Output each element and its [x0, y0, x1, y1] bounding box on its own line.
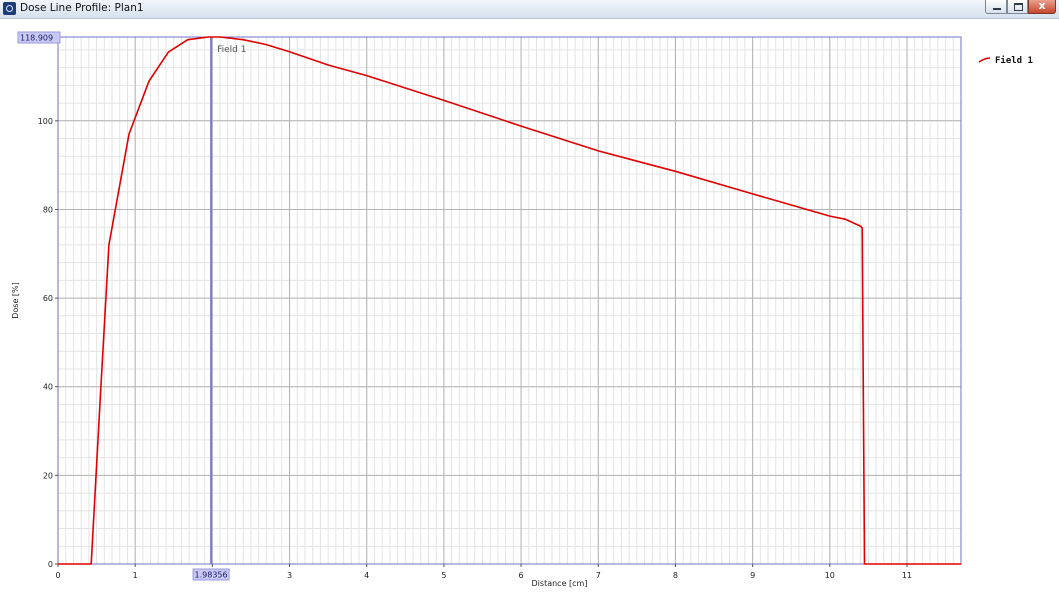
- window-title: Dose Line Profile: Plan1: [20, 2, 144, 14]
- legend: Field 1: [978, 55, 1033, 66]
- y-axis-label: Dose [%]: [11, 282, 20, 319]
- close-icon: x: [1038, 0, 1046, 12]
- x-tick-label: 6: [519, 571, 524, 580]
- legend-swatch-field-1: [978, 57, 991, 63]
- x-tick-label: 1: [133, 571, 138, 580]
- cursor-x-value: 1.98356: [195, 571, 228, 580]
- minor-grid: [57, 37, 962, 565]
- cursor-y-value: 118.909: [20, 34, 53, 43]
- cursor-series-label: Field 1: [217, 45, 246, 55]
- maximize-button[interactable]: [1007, 0, 1028, 14]
- app-icon: [3, 2, 16, 15]
- x-tick-label: 8: [673, 571, 678, 580]
- x-axis-ticks: 0 1 3 4 5 6 7 8 9 10 11: [55, 564, 912, 580]
- cursor-y-tag: 118.909: [17, 31, 61, 44]
- x-tick-label: 3: [287, 571, 292, 580]
- plot-frame: [57, 36, 962, 565]
- x-tick-label: 10: [825, 571, 835, 580]
- dose-profile-chart: 0 1 3 4 5 6 7 8 9 10 11 0 20 40 60 80 100 Distance [cm]…: [11, 31, 1033, 588]
- y-axis-ticks: 0 20 40 60 80 100: [38, 117, 58, 569]
- series-line-field-1: [58, 36, 961, 565]
- y-tick-label: 20: [43, 471, 53, 480]
- x-tick-label: 0: [55, 571, 60, 580]
- major-grid: [57, 37, 961, 565]
- y-tick-label: 100: [38, 117, 53, 126]
- cursor-x-tag: 1.98356: [192, 568, 230, 581]
- x-axis-label: Distance [cm]: [532, 579, 588, 588]
- x-tick-label: 7: [596, 571, 601, 580]
- x-tick-label: 11: [902, 571, 912, 580]
- x-tick-label: 4: [364, 571, 369, 580]
- legend-label-field-1: Field 1: [995, 55, 1033, 66]
- y-tick-label: 40: [43, 383, 53, 392]
- title-bar: Dose Line Profile: Plan1 x: [0, 0, 1059, 19]
- minimize-button[interactable]: [985, 0, 1007, 14]
- close-button[interactable]: x: [1028, 0, 1056, 14]
- y-tick-label: 80: [43, 205, 53, 214]
- x-tick-label: 9: [750, 571, 755, 580]
- y-tick-label: 0: [48, 560, 53, 569]
- chart-area: 0 1 3 4 5 6 7 8 9 10 11 0 20 40 60 80 100 Distance [cm]…: [0, 19, 1059, 592]
- y-tick-label: 60: [43, 294, 53, 303]
- x-tick-label: 5: [441, 571, 446, 580]
